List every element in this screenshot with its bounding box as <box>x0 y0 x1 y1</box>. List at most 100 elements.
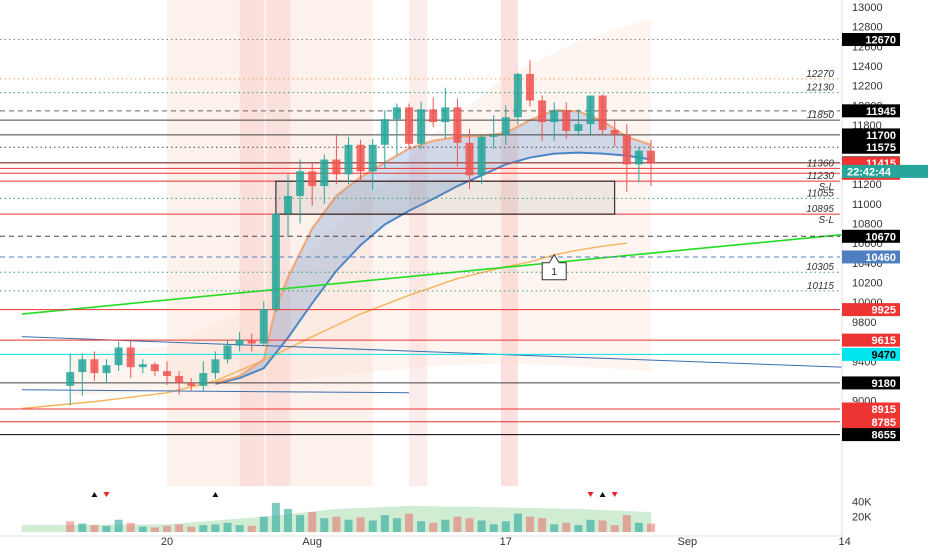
volume-bar <box>405 513 413 532</box>
price-tag-label: 8915 <box>872 404 896 416</box>
candle <box>223 345 232 360</box>
signal-down-icon <box>103 492 110 497</box>
x-tick-label: 20 <box>161 536 173 548</box>
volume-bar <box>513 513 522 532</box>
candle <box>392 107 401 120</box>
price-tag <box>842 250 900 264</box>
x-tick-label: Sep <box>678 536 698 548</box>
candle <box>574 124 583 131</box>
price-tag-label: 8655 <box>872 430 896 442</box>
sl-label: S-L <box>818 182 834 193</box>
candle <box>526 73 534 101</box>
price-axis-bg <box>842 0 932 550</box>
volume-bar <box>562 522 571 532</box>
candle <box>320 159 329 187</box>
volume-bar <box>66 521 75 532</box>
candle <box>562 110 571 131</box>
volume-bar <box>102 525 111 532</box>
volume-bar <box>284 509 292 532</box>
candle <box>356 144 365 172</box>
candle <box>501 117 510 135</box>
volume-bar <box>247 525 256 532</box>
volume-bar <box>501 521 510 532</box>
volume-bar <box>453 516 462 532</box>
volume-bar <box>320 518 329 532</box>
sl-label: S-L <box>818 215 834 226</box>
candle <box>259 309 268 344</box>
candle <box>429 109 438 123</box>
price-level-label: 11055 <box>807 188 835 199</box>
session-band <box>239 0 264 486</box>
price-level-label: 11230 <box>807 171 835 182</box>
volume-bar <box>90 525 99 532</box>
candle <box>90 359 99 374</box>
volume-bar <box>150 527 159 532</box>
volume-bar <box>477 520 486 532</box>
candle <box>477 136 486 176</box>
candle <box>465 142 474 176</box>
y-tick-label: 12200 <box>852 81 883 93</box>
price-level-label: 12130 <box>806 83 834 94</box>
price-tag <box>842 415 900 429</box>
candle <box>175 376 184 383</box>
price-tag-label: 9470 <box>872 349 896 361</box>
candle <box>66 372 75 386</box>
session-band <box>167 0 373 486</box>
volume-bar <box>175 524 184 532</box>
volume-bar <box>647 523 655 532</box>
trendline-blue <box>21 336 869 369</box>
price-level-label: 10895 <box>806 204 834 215</box>
volume-bar <box>296 515 305 532</box>
candle <box>308 171 317 187</box>
candle <box>150 364 159 372</box>
volume-bar <box>441 519 450 532</box>
candle <box>417 109 426 144</box>
candle <box>235 339 244 346</box>
countdown-label: 22:42:44 <box>847 166 892 178</box>
price-tag <box>842 229 900 243</box>
candle <box>332 159 341 175</box>
volume-bar <box>138 526 147 532</box>
candle <box>211 359 220 374</box>
volume-bar <box>308 512 317 532</box>
volume-bar <box>344 519 353 532</box>
candles <box>66 60 655 406</box>
candle <box>126 347 135 368</box>
x-tick-label: Aug <box>302 536 322 548</box>
volume-bar <box>259 516 268 532</box>
signal-down-icon <box>611 492 618 497</box>
volume-bar <box>223 522 232 532</box>
volume-bar <box>235 525 244 532</box>
volume-bar <box>332 516 341 532</box>
price-level-label: 12270 <box>806 69 834 80</box>
volume-bar <box>429 522 438 532</box>
volume-bar <box>622 515 631 532</box>
candle <box>586 95 595 125</box>
volume-bar <box>598 520 607 532</box>
candle <box>598 95 607 131</box>
price-tag-label: 10670 <box>865 231 896 243</box>
y-tick-label: 11000 <box>852 199 882 211</box>
price-tag-label: 8785 <box>872 417 896 429</box>
callout-label: 1 <box>551 267 557 278</box>
price-tag-label: 11945 <box>866 106 896 118</box>
candle <box>634 150 643 165</box>
candle <box>453 107 462 143</box>
volume-bar <box>163 525 171 532</box>
price-level-label: 10115 <box>807 281 835 292</box>
volume-bar <box>586 519 595 532</box>
price-tag <box>842 303 900 317</box>
candle <box>138 364 147 368</box>
volume-bar <box>538 518 547 532</box>
ma-long-line <box>21 242 627 410</box>
price-tag <box>842 333 900 347</box>
signal-down-icon <box>587 492 594 497</box>
candle <box>284 195 292 214</box>
candle <box>102 365 111 374</box>
trendline-blue <box>21 389 410 394</box>
price-tag <box>842 428 900 442</box>
candle <box>610 130 619 135</box>
candle <box>380 119 389 145</box>
